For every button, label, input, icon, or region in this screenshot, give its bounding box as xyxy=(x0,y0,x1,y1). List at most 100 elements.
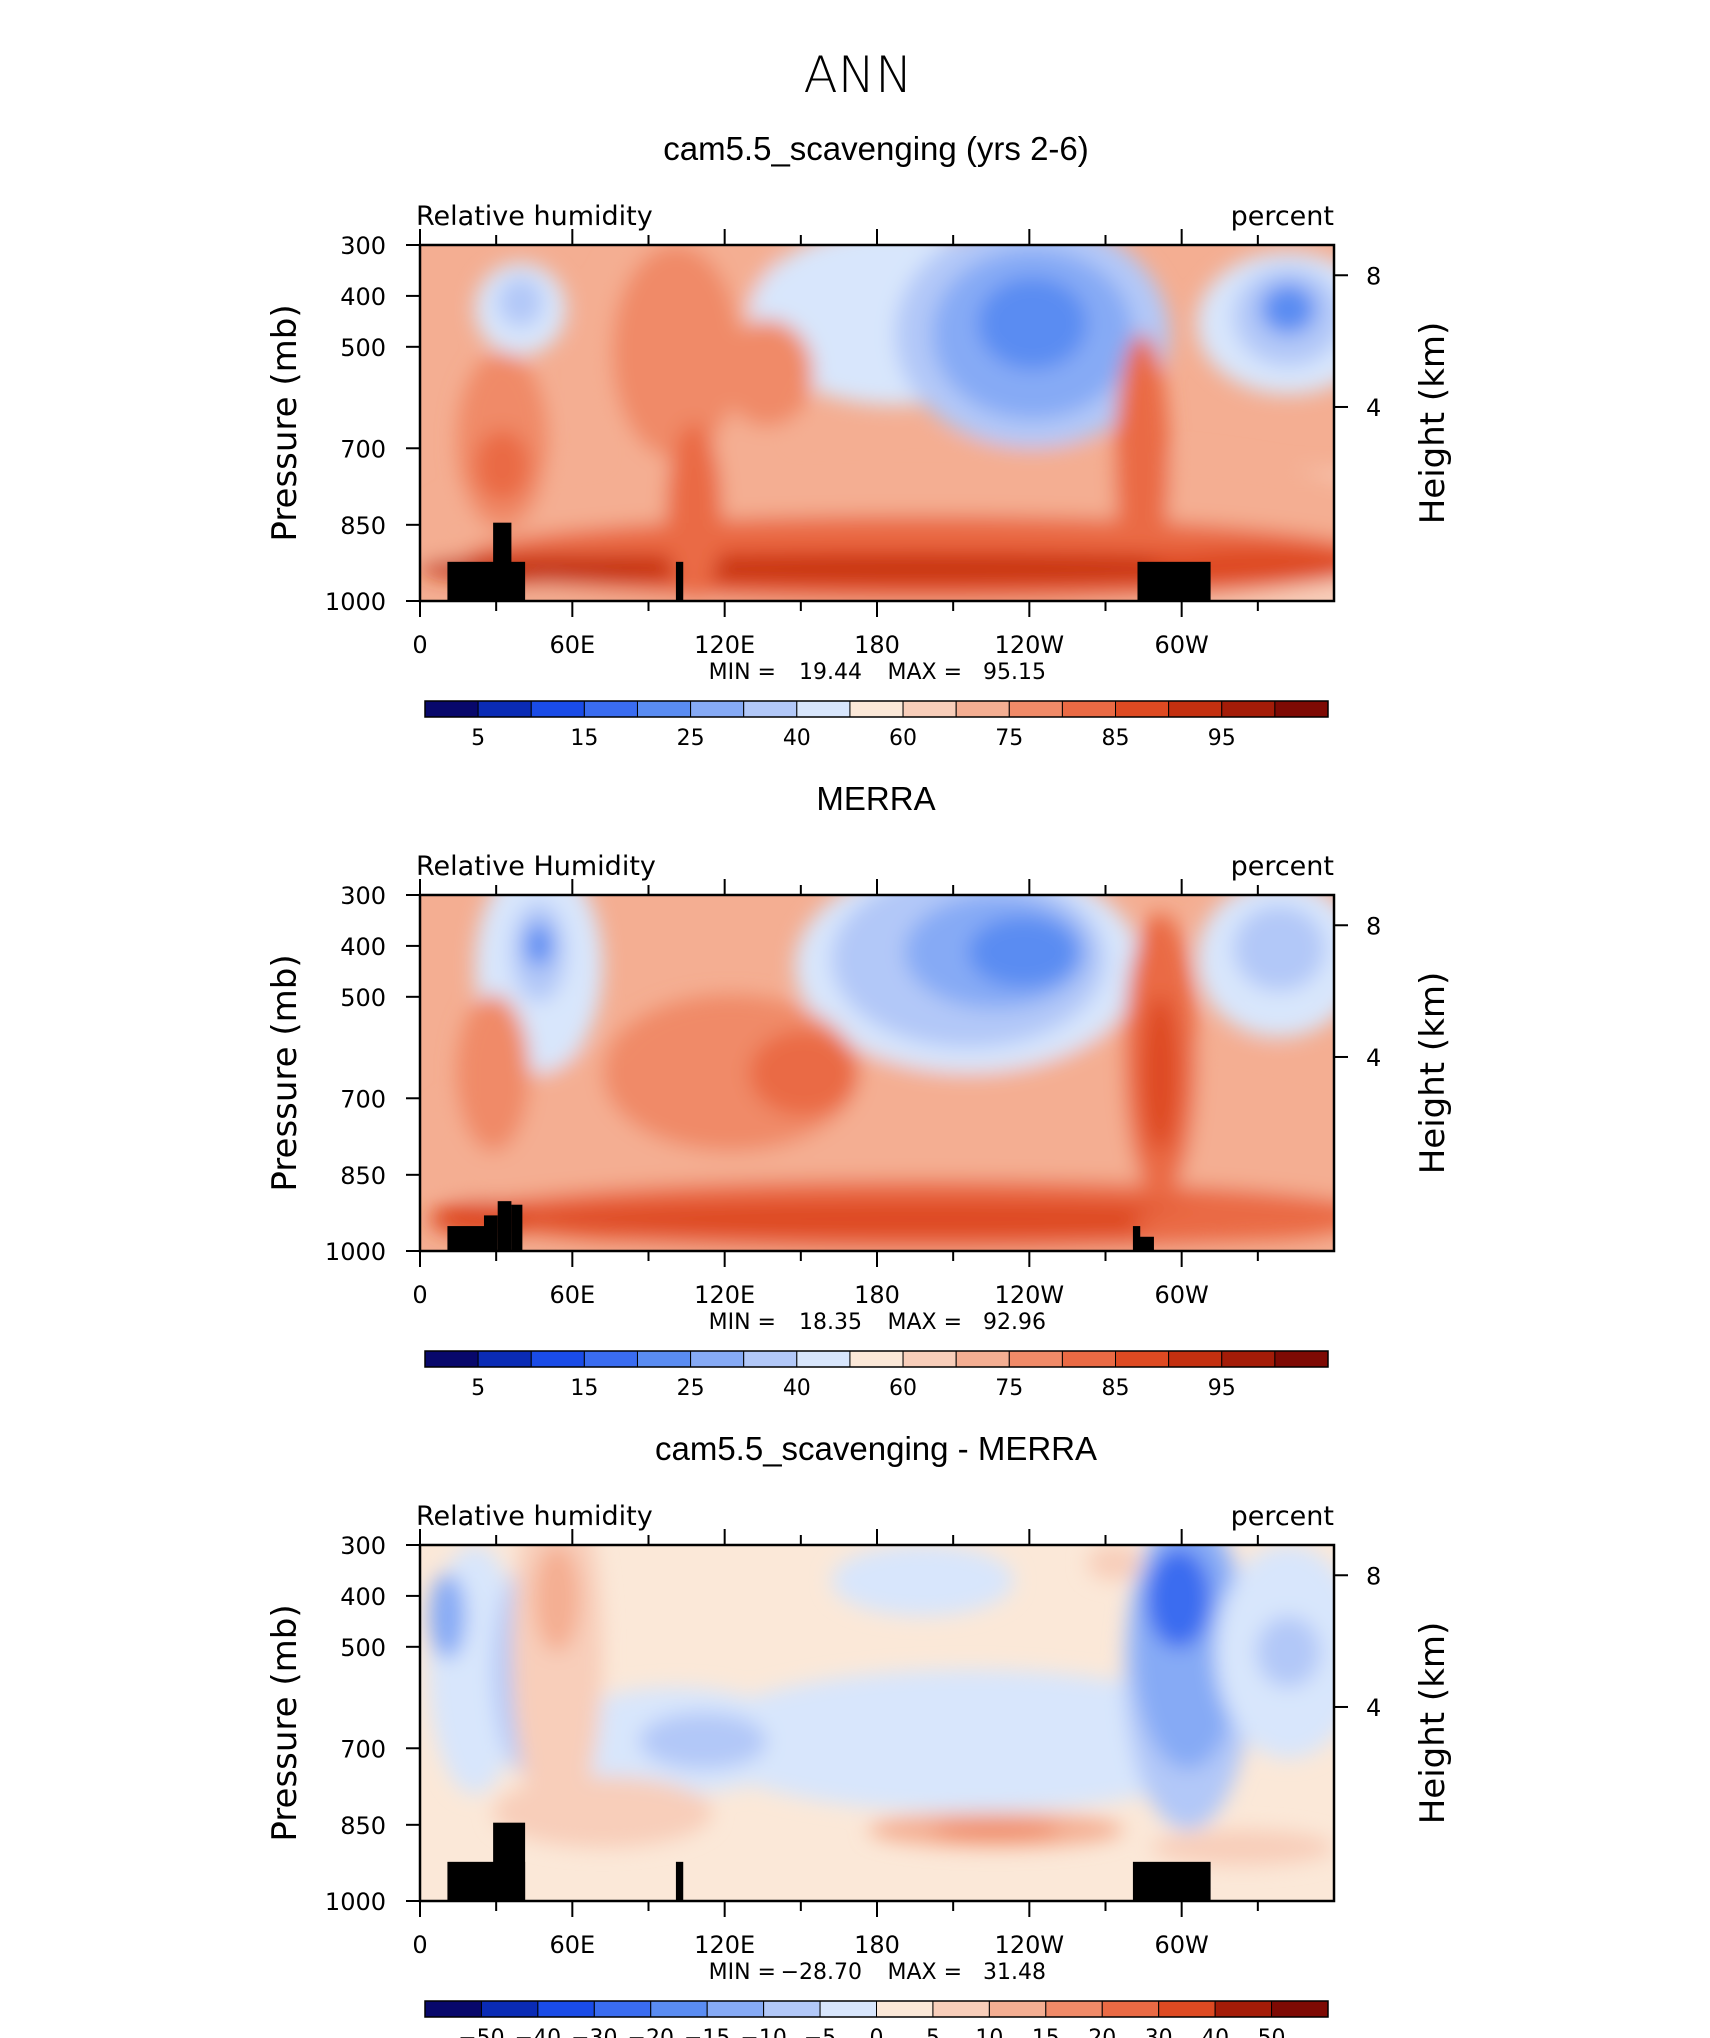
contour-region-12 xyxy=(497,277,544,327)
y-tick-label: 500 xyxy=(340,1634,386,1662)
colorbar-label: −50 xyxy=(458,2026,504,2038)
min-label: MIN = xyxy=(709,660,776,685)
colorbar-box xyxy=(636,1350,692,1368)
max-label: MAX = xyxy=(887,1960,962,1985)
contour-region-5 xyxy=(968,916,1079,988)
topography-mask xyxy=(447,561,526,601)
x-tick-label: 60W xyxy=(1155,1931,1209,1959)
y-tick-label: 300 xyxy=(340,232,386,260)
colorbar-box xyxy=(1115,700,1170,718)
min-label: MIN = xyxy=(709,1960,776,1985)
contour-region-10 xyxy=(525,923,553,967)
colorbar-box xyxy=(1221,700,1276,718)
contour-region-3 xyxy=(639,1712,768,1770)
colorbar-label: 10 xyxy=(975,2026,1003,2038)
colorbar-box xyxy=(849,1350,904,1368)
y-tick-label: 300 xyxy=(340,1532,386,1560)
contour-region-14 xyxy=(721,319,814,427)
colorbar-label: −15 xyxy=(684,2026,730,2038)
colorbar: 5 15 25 40 60 75 85 95 xyxy=(424,700,1329,751)
colorbar-label: −40 xyxy=(515,2026,561,2038)
x-tick-label: 0 xyxy=(412,1931,427,1959)
colorbar-label: −5 xyxy=(804,2026,836,2038)
colorbar-box xyxy=(796,700,851,718)
y2-axis-title: Height (km) xyxy=(1413,972,1453,1175)
colorbar-box xyxy=(1158,2000,1216,2018)
colorbar-box xyxy=(1274,1350,1329,1368)
x-tick-label: 120W xyxy=(995,1931,1065,1959)
colorbar-label: −30 xyxy=(571,2026,617,2038)
colorbar-box xyxy=(650,2000,708,2018)
topography-mask xyxy=(1137,561,1211,601)
x-tick-label: 0 xyxy=(412,631,427,659)
max-label: MAX = xyxy=(887,660,962,685)
y-tick-label: 400 xyxy=(340,283,386,311)
contour-region-13 xyxy=(611,245,740,459)
max-value: 31.48 xyxy=(983,1960,1046,1985)
y-tick-label: 400 xyxy=(340,1583,386,1611)
colorbar-label: 25 xyxy=(677,1376,705,1401)
y-axis-title: Pressure (mb) xyxy=(265,304,305,541)
topography-mask xyxy=(493,1822,526,1901)
contour-region-16 xyxy=(493,1776,713,1848)
colorbar-box xyxy=(690,700,745,718)
panel-title: MERRA xyxy=(816,780,935,817)
variable-label: Relative Humidity xyxy=(416,851,656,882)
colorbar-box xyxy=(583,700,638,718)
figure-title: ANN xyxy=(803,46,912,104)
colorbar-box xyxy=(424,700,479,718)
contour-region-11 xyxy=(1256,1616,1321,1688)
contour-region-23 xyxy=(666,423,722,601)
colorbar-box xyxy=(636,700,692,718)
contour-region-5 xyxy=(429,1573,466,1659)
x-tick-label: 120W xyxy=(995,631,1065,659)
panel-3: cam5.5_scavenging - MERRA Relative humidi… xyxy=(265,1430,1453,2038)
max-value: 92.96 xyxy=(983,1310,1046,1335)
min-label: MIN = xyxy=(709,1310,776,1335)
contour-region-10 xyxy=(1260,284,1316,334)
x-tick-label: 60E xyxy=(549,1281,595,1309)
y2-tick-label: 4 xyxy=(1366,394,1381,422)
contour-region-12 xyxy=(749,1030,859,1116)
min-value: 18.35 xyxy=(799,1310,862,1335)
colorbar-box xyxy=(1115,1350,1170,1368)
y2-tick-label: 4 xyxy=(1366,1044,1381,1072)
contour-field xyxy=(420,895,1334,1251)
contour-region-12 xyxy=(511,1545,603,1830)
colorbar-box xyxy=(1214,2000,1273,2018)
colorbar-label: 95 xyxy=(1208,1376,1236,1401)
colorbar-label: 60 xyxy=(889,726,917,751)
colorbar-box xyxy=(424,1350,479,1368)
colorbar-frame xyxy=(424,1350,1329,1368)
contour-region-18 xyxy=(1132,1204,1334,1241)
colorbar-box xyxy=(583,1350,638,1368)
y-tick-label: 850 xyxy=(340,1162,386,1190)
x-tick-label: 60E xyxy=(549,1931,595,1959)
contour-fills xyxy=(420,245,1334,601)
min-value: 19.44 xyxy=(799,660,862,685)
contour-region-18 xyxy=(1087,1545,1143,1581)
colorbar-frame xyxy=(424,700,1329,718)
colorbar-box xyxy=(902,700,957,718)
colorbar-box xyxy=(424,2000,482,2018)
y-tick-label: 500 xyxy=(340,334,386,362)
panel-title: cam5.5_scavenging (yrs 2-6) xyxy=(663,130,1089,167)
colorbar-box xyxy=(690,1350,745,1368)
colorbar-label: 50 xyxy=(1258,2026,1286,2038)
colorbar-box xyxy=(1168,1350,1223,1368)
colorbar-box xyxy=(819,2000,877,2018)
colorbar-box xyxy=(1061,700,1117,718)
colorbar-box xyxy=(743,1350,798,1368)
min-value: −28.70 xyxy=(781,1960,862,1985)
colorbar-box xyxy=(530,700,585,718)
topography-mask xyxy=(493,522,512,601)
colorbar-box xyxy=(530,1350,585,1368)
contour-region-17 xyxy=(1151,1829,1334,1866)
colorbar-box xyxy=(988,2000,1047,2018)
x-tick-label: 120E xyxy=(694,1281,755,1309)
colorbar-label: 75 xyxy=(995,726,1023,751)
units-label: percent xyxy=(1231,851,1334,882)
x-tick-label: 60W xyxy=(1155,631,1209,659)
colorbar-box xyxy=(955,700,1010,718)
